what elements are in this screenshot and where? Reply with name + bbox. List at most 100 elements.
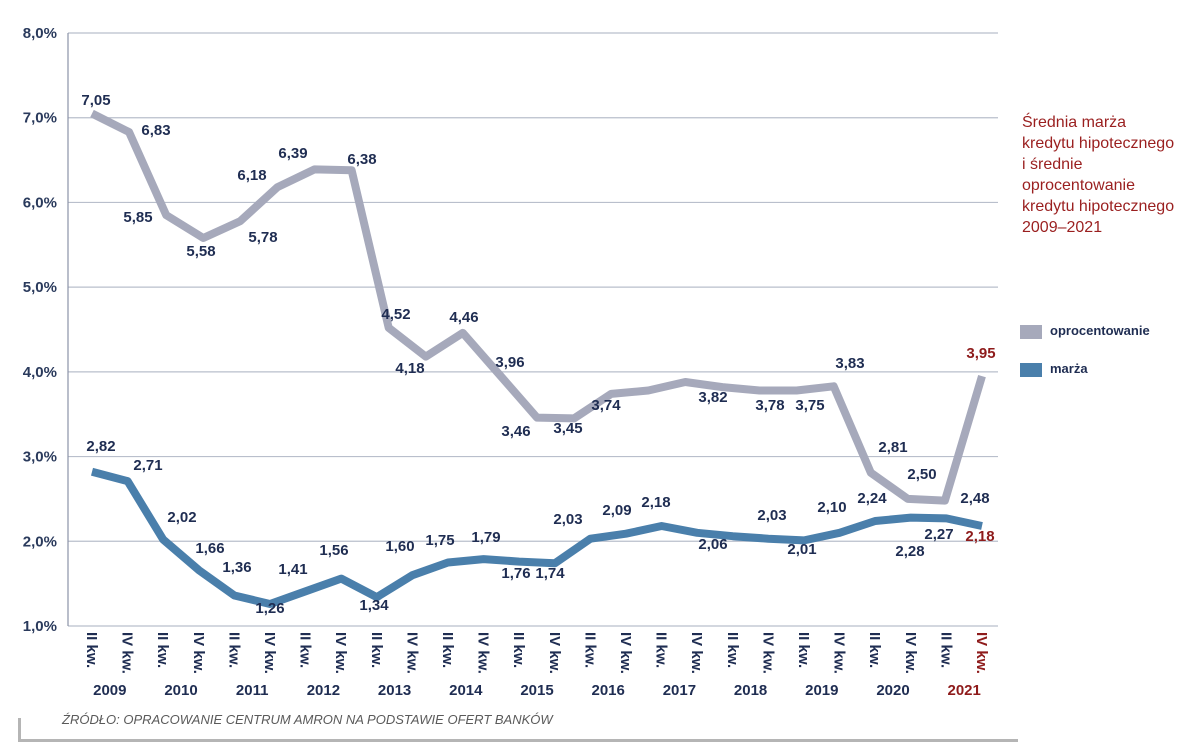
data-label-marza: 1,79 bbox=[471, 529, 500, 546]
data-label-marza: 2,24 bbox=[857, 490, 887, 507]
grid bbox=[68, 32, 998, 627]
data-label-marza: 1,36 bbox=[222, 559, 251, 576]
legend-label: oprocentowanie bbox=[1050, 323, 1150, 338]
y-tick-label: 8,0% bbox=[23, 25, 57, 42]
data-label-oprocentowanie: 4,46 bbox=[449, 309, 478, 326]
data-label-marza: 2,28 bbox=[895, 543, 924, 560]
x-tick-label: IV kw. bbox=[119, 632, 136, 674]
year-label: 2009 bbox=[93, 682, 126, 699]
year-label: 2021 bbox=[948, 682, 981, 699]
title-line: oprocentowanie bbox=[1022, 177, 1135, 194]
frame-corner bbox=[18, 718, 21, 740]
data-label-oprocentowanie: 3,95 bbox=[966, 345, 995, 362]
data-label-oprocentowanie: 2,48 bbox=[960, 490, 989, 507]
data-label-oprocentowanie: 6,18 bbox=[237, 167, 266, 184]
data-labels: 7,05 6,83 5,85 5,58 5,78 6,18 6,39 6,38 4,52 4,18… bbox=[81, 92, 995, 617]
y-tick-label: 7,0% bbox=[23, 110, 57, 127]
data-label-oprocentowanie: 3,45 bbox=[553, 420, 582, 437]
y-tick-label: 6,0% bbox=[23, 194, 57, 211]
y-tick-label: 1,0% bbox=[23, 618, 57, 635]
x-tick-label: II kw. bbox=[83, 632, 100, 668]
year-label: 2016 bbox=[592, 682, 625, 699]
year-label: 2017 bbox=[663, 682, 696, 699]
data-label-oprocentowanie: 4,18 bbox=[395, 360, 424, 377]
x-axis: II kw. IV kw. II kw. IV kw. II kw. IV kw. II k… bbox=[83, 632, 990, 699]
data-label-marza: 2,27 bbox=[924, 526, 953, 543]
x-tick-label: IV kw. bbox=[475, 632, 492, 674]
data-label-marza: 1,66 bbox=[195, 540, 224, 557]
title-line: kredytu hipotecznego bbox=[1022, 135, 1175, 152]
frame-bottom bbox=[18, 739, 1018, 742]
series-line-oprocentowanie bbox=[90, 109, 986, 505]
data-label-marza: 1,60 bbox=[385, 538, 414, 555]
data-label-marza: 1,34 bbox=[359, 597, 389, 614]
year-label: 2015 bbox=[520, 682, 553, 699]
data-label-marza: 2,10 bbox=[817, 499, 846, 516]
data-label-oprocentowanie: 3,74 bbox=[591, 397, 621, 414]
data-label-marza: 2,03 bbox=[553, 511, 582, 528]
x-tick-label: II kw. bbox=[937, 632, 954, 668]
x-tick-label: II kw. bbox=[154, 632, 171, 668]
data-label-marza: 1,41 bbox=[278, 561, 307, 578]
data-label-oprocentowanie: 5,78 bbox=[248, 229, 277, 246]
data-label-marza: 1,76 bbox=[501, 565, 530, 582]
x-tick-label: II kw. bbox=[653, 632, 670, 668]
year-label: 2018 bbox=[734, 682, 767, 699]
x-tick-label: IV kw. bbox=[546, 632, 563, 674]
x-tick-label: IV kw. bbox=[688, 632, 705, 674]
y-tick-label: 2,0% bbox=[23, 533, 57, 550]
year-label: 2012 bbox=[307, 682, 340, 699]
legend-item-oprocentowanie: oprocentowanie bbox=[1020, 323, 1150, 339]
x-tick-label: IV kw. bbox=[617, 632, 634, 674]
year-label: 2010 bbox=[164, 682, 197, 699]
data-label-marza: 1,74 bbox=[535, 565, 565, 582]
y-tick-label: 3,0% bbox=[23, 449, 57, 466]
x-tick-label: II kw. bbox=[581, 632, 598, 668]
x-tick-label: II kw. bbox=[795, 632, 812, 668]
x-tick-label: II kw. bbox=[439, 632, 456, 668]
title-line: Średnia marża bbox=[1022, 114, 1127, 131]
data-label-oprocentowanie: 3,96 bbox=[495, 354, 524, 371]
x-tick-label: IV kw. bbox=[902, 632, 919, 674]
data-label-marza: 2,02 bbox=[167, 509, 196, 526]
series-lines bbox=[90, 109, 986, 608]
data-label-oprocentowanie: 7,05 bbox=[81, 92, 110, 109]
data-label-oprocentowanie: 2,81 bbox=[878, 439, 907, 456]
data-label-marza: 2,18 bbox=[965, 528, 994, 545]
legend-swatch bbox=[1020, 324, 1042, 339]
chart-title: Średnia marża kredytu hipotecznego i śre… bbox=[1022, 112, 1178, 238]
x-tick-label: IV kw. bbox=[332, 632, 349, 674]
data-label-oprocentowanie: 5,85 bbox=[123, 209, 152, 226]
x-tick-label: II kw. bbox=[225, 632, 242, 668]
legend-item-marza: marża bbox=[1020, 361, 1088, 377]
data-label-oprocentowanie: 5,58 bbox=[186, 243, 215, 260]
series-line-marza bbox=[90, 467, 983, 608]
source-note: ŹRÓDŁO: OPRACOWANIE CENTRUM AMRON NA POD… bbox=[62, 712, 553, 727]
data-label-marza: 2,71 bbox=[133, 457, 162, 474]
x-tick-label: II kw. bbox=[297, 632, 314, 668]
year-label: 2013 bbox=[378, 682, 411, 699]
y-tick-label: 5,0% bbox=[23, 279, 57, 296]
data-label-marza: 2,03 bbox=[757, 507, 786, 524]
y-tick-label: 4,0% bbox=[23, 364, 57, 381]
year-label: 2014 bbox=[449, 682, 483, 699]
data-label-marza: 2,09 bbox=[602, 502, 631, 519]
data-label-marza: 1,26 bbox=[255, 600, 284, 617]
data-label-oprocentowanie: 3,75 bbox=[795, 397, 824, 414]
x-tick-label: IV kw. bbox=[973, 632, 990, 674]
data-label-marza: 2,01 bbox=[787, 541, 816, 558]
data-label-oprocentowanie: 3,46 bbox=[501, 423, 530, 440]
x-tick-label: IV kw. bbox=[831, 632, 848, 674]
x-tick-label: IV kw. bbox=[190, 632, 207, 674]
data-label-oprocentowanie: 6,39 bbox=[278, 145, 307, 162]
data-label-oprocentowanie: 3,78 bbox=[755, 397, 784, 414]
data-label-marza: 1,56 bbox=[319, 542, 348, 559]
x-tick-label: II kw. bbox=[866, 632, 883, 668]
data-label-marza: 2,82 bbox=[86, 438, 115, 455]
data-label-oprocentowanie: 6,38 bbox=[347, 151, 376, 168]
data-label-oprocentowanie: 6,83 bbox=[141, 122, 170, 139]
x-tick-label: II kw. bbox=[368, 632, 385, 668]
title-line: 2009–2021 bbox=[1022, 219, 1103, 236]
legend-label: marża bbox=[1050, 361, 1088, 376]
year-label: 2019 bbox=[805, 682, 838, 699]
